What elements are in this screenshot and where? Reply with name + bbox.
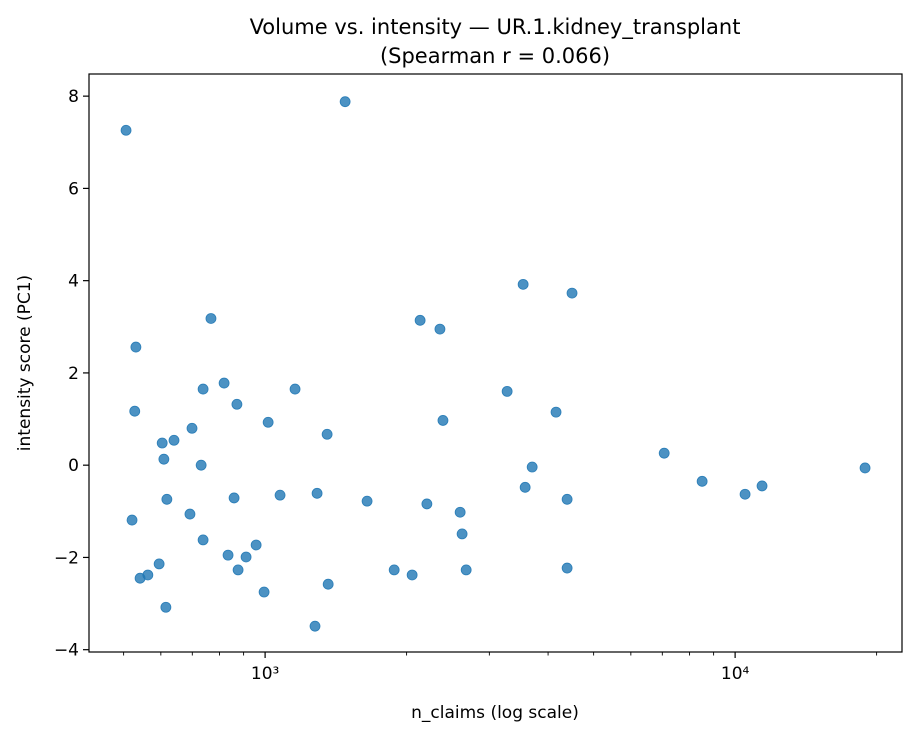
y-tick-label: 4 [68, 272, 79, 292]
data-point [414, 314, 426, 326]
data-point [339, 96, 351, 108]
y-axis-label: intensity score (PC1) [15, 275, 35, 451]
y-tick-label: 2 [68, 364, 79, 384]
data-point [321, 428, 333, 440]
data-point [222, 549, 234, 561]
chart-title: Volume vs. intensity — UR.1.kidney_trans… [250, 15, 741, 40]
data-point [160, 601, 172, 613]
data-point [184, 508, 196, 520]
data-point [231, 398, 243, 410]
x-tick-label: 10⁴ [721, 664, 750, 684]
data-point [142, 569, 154, 581]
data-point [406, 569, 418, 581]
chart-subtitle: (Spearman r = 0.066) [380, 44, 610, 68]
points-layer [120, 96, 871, 632]
data-point [168, 434, 180, 446]
data-point [859, 462, 871, 474]
data-point [218, 377, 230, 389]
data-point [437, 415, 449, 426]
data-point [388, 564, 400, 576]
plot-frame [88, 73, 903, 653]
data-point [258, 586, 270, 598]
axes-layer: −4 −2 0 2 4 6 8 10³ 10⁴ [54, 87, 878, 684]
data-point [232, 564, 244, 576]
x-tick-label: 10³ [251, 664, 279, 684]
data-point [205, 313, 217, 324]
data-point [561, 562, 573, 574]
data-point [322, 578, 334, 590]
data-point [550, 406, 562, 418]
data-point [658, 447, 670, 459]
data-point [566, 287, 578, 299]
data-point [156, 437, 168, 449]
data-point [454, 506, 466, 518]
data-point [197, 383, 209, 395]
data-point [309, 620, 321, 632]
data-point [460, 564, 472, 576]
data-point [696, 475, 708, 487]
data-point [311, 487, 323, 499]
data-point [517, 278, 529, 290]
data-point [161, 493, 173, 505]
data-point [421, 498, 433, 510]
data-point [228, 492, 240, 504]
data-point [186, 422, 198, 434]
data-point [274, 489, 286, 501]
y-tick-label: −2 [54, 548, 79, 568]
data-point [197, 534, 209, 546]
data-point [756, 480, 768, 492]
data-point [739, 488, 751, 500]
data-point [561, 493, 573, 505]
data-point [129, 405, 141, 417]
y-tick-label: 0 [68, 456, 79, 476]
data-point [456, 528, 468, 540]
data-point [434, 323, 446, 335]
y-tick-label: 8 [68, 87, 79, 107]
data-point [195, 459, 207, 471]
data-point [158, 453, 170, 465]
data-point [250, 539, 262, 551]
data-point [501, 385, 513, 397]
data-point [130, 341, 142, 353]
data-point [289, 383, 301, 395]
data-point [519, 481, 531, 493]
data-point [153, 558, 165, 570]
data-point [240, 551, 252, 563]
data-point [361, 495, 373, 507]
data-point [126, 514, 138, 526]
data-point [262, 416, 274, 428]
data-point [526, 461, 538, 473]
x-axis-label: n_claims (log scale) [411, 703, 579, 723]
y-tick-label: 6 [68, 179, 79, 199]
y-tick-label: −4 [54, 641, 79, 661]
data-point [120, 124, 132, 136]
